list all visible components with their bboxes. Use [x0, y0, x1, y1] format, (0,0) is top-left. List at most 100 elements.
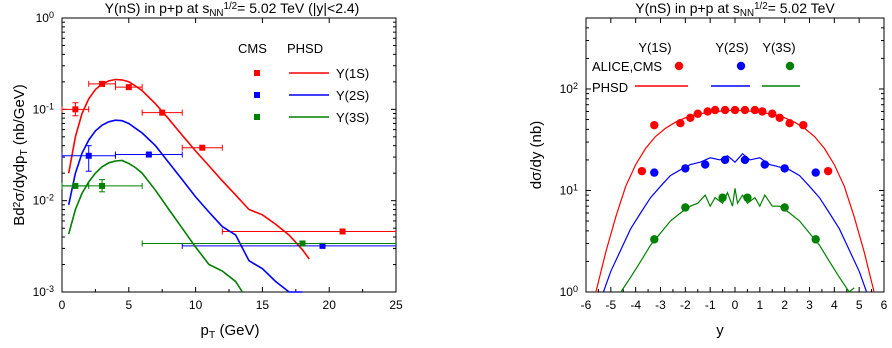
alice-cms-point-2S: [701, 160, 710, 169]
alice-cms-point-1S: [750, 105, 760, 115]
alice-cms-point-3S: [681, 203, 690, 212]
alice-cms-point-1S: [703, 107, 712, 116]
alice-cms-point-1S: [823, 166, 833, 176]
right-xtick-label: -1: [705, 298, 716, 312]
cms-point-2S: [85, 152, 92, 159]
phsd-curve-1S: [595, 109, 875, 293]
phsd-curve-1S: [67, 78, 310, 260]
right-xtick-label: -5: [605, 298, 616, 312]
left-chart-title: Υ(nS) in p+p at sNN1/2= 5.02 TeV (|y|<2.…: [105, 0, 360, 19]
right-legend: Υ(1S) Υ(2S) Υ(3S) ALICE,CMS PHSD: [592, 40, 800, 95]
left-ytick-label: 10-3: [33, 284, 54, 299]
left-xtick-label: 25: [389, 298, 403, 312]
right-axis-ticks: -6 -5 -4 -3 -2 -1 0 1 2 3 4 5 6 100 101 102: [560, 17, 888, 312]
left-xtick-label: 15: [256, 298, 270, 312]
right-y-axis-label: dσ/dy (nb): [528, 121, 545, 189]
alice-cms-point-1S: [740, 105, 750, 115]
right-series-layer: [595, 105, 875, 293]
legend-header-cms: CMS: [238, 41, 267, 56]
alice-cms-point-1S: [785, 118, 794, 128]
right-ytick-label: 101: [560, 182, 578, 197]
legend-label-2S: Υ(2S): [336, 88, 369, 103]
legend-marker-cms-2S: [254, 92, 260, 98]
alice-cms-point-1S: [730, 105, 740, 115]
left-plot-frame: [61, 17, 397, 293]
alice-cms-point-2S: [811, 168, 820, 177]
cms-point-1S: [125, 84, 132, 91]
alice-cms-point-1S: [693, 109, 702, 118]
alice-cms-point-3S: [780, 203, 789, 212]
left-legend: CMS PHSD Υ(1S) Υ(2S) Υ(3S): [238, 41, 369, 125]
legend-label-1S: Υ(1S): [336, 66, 369, 81]
right-ytick-label: 102: [560, 81, 578, 96]
right-xtick-label: -2: [680, 298, 691, 312]
cms-point-1S: [99, 80, 106, 87]
alice-cms-point-1S: [637, 166, 647, 176]
phsd-curve-3S: [620, 188, 855, 293]
right-xtick-label: 5: [856, 298, 863, 312]
cms-point-2S: [319, 242, 326, 249]
left-series-layer: [61, 78, 396, 293]
cms-point-2S: [145, 151, 152, 158]
right-xtick-label: -3: [655, 298, 666, 312]
left-axis-ticks: 0 5 10 15 20 25 100 10-1 10-2 10-3: [33, 10, 403, 312]
right-ytick-label: 100: [560, 284, 578, 299]
right-xtick-label: -6: [581, 298, 592, 312]
cms-point-3S: [299, 240, 306, 247]
phsd-curve-2S: [602, 152, 868, 293]
alice-cms-point-1S: [775, 113, 784, 122]
cms-point-3S: [99, 182, 106, 189]
alice-cms-point-3S: [718, 193, 727, 202]
cms-point-1S: [339, 228, 346, 235]
alice-cms-point-3S: [743, 193, 752, 202]
alice-cms-point-3S: [650, 235, 659, 244]
legend-marker-2S: [736, 61, 746, 71]
cms-point-1S: [72, 106, 79, 113]
legend-marker-cms-1S: [254, 70, 260, 76]
alice-cms-point-2S: [740, 155, 750, 165]
legend-header-1s: Υ(1S): [638, 40, 671, 55]
alice-cms-point-1S: [768, 109, 777, 118]
alice-cms-point-1S: [650, 120, 659, 130]
alice-cms-point-1S: [686, 113, 695, 122]
alice-cms-point-2S: [650, 168, 659, 177]
alice-cms-point-2S: [780, 164, 789, 173]
legend-header-2s: Υ(2S): [715, 40, 748, 55]
alice-cms-point-2S: [720, 155, 730, 165]
cms-point-1S: [199, 144, 206, 151]
left-y-axis-label: Bd2σ/dydpT (nb/GeV): [11, 84, 30, 226]
alice-cms-point-1S: [676, 118, 685, 128]
left-xtick-label: 0: [59, 298, 66, 312]
alice-cms-point-3S: [811, 235, 820, 244]
alice-cms-point-1S: [710, 105, 720, 115]
left-ytick-label: 10-2: [33, 193, 54, 208]
right-xtick-label: 2: [781, 298, 788, 312]
legend-header-phsd: PHSD: [287, 41, 323, 56]
right-panel-rapidity-spectra: -6 -5 -4 -3 -2 -1 0 1 2 3 4 5 6 100 101 102 Υ(nS) in p+…: [528, 0, 888, 339]
cms-point-1S: [159, 109, 166, 116]
left-xtick-label: 10: [189, 298, 203, 312]
legend-marker-cms-3S: [254, 114, 260, 120]
alice-cms-point-1S: [720, 105, 730, 115]
legend-header-3s: Υ(3S): [762, 40, 795, 55]
left-ytick-label: 10-1: [33, 101, 54, 116]
right-x-axis-label: y: [716, 322, 724, 339]
right-xtick-label: 0: [732, 298, 739, 312]
legend-label-3S: Υ(3S): [336, 110, 369, 125]
right-xtick-label: 1: [756, 298, 763, 312]
right-xtick-label: -4: [630, 298, 641, 312]
left-x-axis-label: pT (GeV): [201, 322, 260, 341]
alice-cms-point-1S: [758, 107, 767, 116]
phsd-curve-2S: [67, 119, 303, 293]
alice-cms-point-1S: [799, 120, 808, 130]
right-xtick-label: 4: [831, 298, 838, 312]
legend-marker-3S: [785, 61, 795, 71]
left-ytick-label: 100: [36, 10, 54, 25]
right-xtick-label: 3: [806, 298, 813, 312]
left-xtick-label: 5: [125, 298, 132, 312]
left-panel-pt-spectra: 0 5 10 15 20 25 100 10-1 10-2 10-3 Υ(nS) in p+p a…: [11, 0, 403, 341]
right-chart-title: Υ(nS) in p+p at sNN1/2= 5.02 TeV: [635, 0, 835, 19]
right-xtick-label: 6: [881, 298, 888, 312]
legend-marker-1S: [674, 61, 684, 71]
